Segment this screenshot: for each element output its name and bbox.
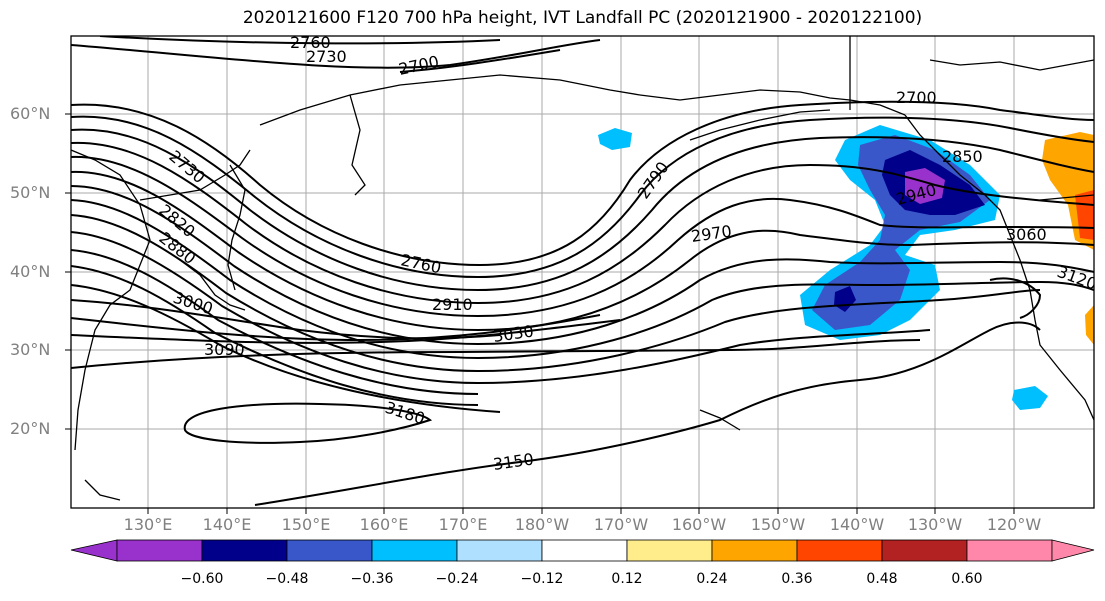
lon-label: 170°W [593, 515, 649, 534]
colorbar-tick-label: 0.48 [866, 571, 898, 587]
coastlines [71, 36, 1094, 501]
lat-label: 40°N [10, 262, 51, 281]
contour-label: 2700 [896, 88, 937, 107]
colorbar-segment [286, 539, 373, 562]
colorbar-extend-low [70, 539, 118, 562]
contour-label: 3120 [1055, 262, 1100, 294]
colorbar-segment [626, 539, 713, 562]
contour-label: 2730 [306, 47, 347, 66]
colorbar-segment [116, 539, 203, 562]
lon-label: 160°W [671, 515, 727, 534]
colorbar-tick-label: −0.24 [435, 571, 479, 587]
ivt-blob-bering [598, 128, 632, 150]
ivt-negative-strong [905, 168, 945, 204]
colorbar-tick-label: 0.36 [781, 571, 813, 587]
map-title: 2020121600 F120 700 hPa height, IVT Land… [242, 8, 923, 28]
colorbar-segment [456, 539, 543, 562]
colorbar-segment [711, 539, 798, 562]
contour-label: 2760 [399, 250, 443, 277]
contour-label: 3180 [383, 398, 428, 429]
lon-label: 130°E [123, 515, 173, 534]
colorbar-tick-label: −0.12 [520, 571, 564, 587]
contour-label: 3060 [1006, 225, 1047, 244]
lon-label: 170°E [438, 515, 488, 534]
lon-label: 140°E [202, 515, 252, 534]
colorbar-segment [796, 539, 883, 562]
lon-label: 140°W [829, 515, 885, 534]
lon-label: 120°W [986, 515, 1042, 534]
ivt-blob-pacific-south [1012, 386, 1048, 410]
colorbar-tick-label: 0.60 [951, 571, 983, 587]
ivt-positive-south [1085, 305, 1094, 345]
lon-label: 130°W [907, 515, 963, 534]
lon-label: 150°W [750, 515, 806, 534]
colorbar-segment [881, 539, 968, 562]
contour-label: 2700 [397, 52, 441, 79]
colorbar-extend-high [1051, 539, 1095, 562]
colorbar-segment [371, 539, 458, 562]
colorbar-segment [541, 539, 628, 562]
contour-label: 2880 [156, 228, 200, 268]
lon-label: 150°E [281, 515, 331, 534]
colorbar-tick-label: −0.36 [350, 571, 394, 587]
axis-ticks [65, 113, 1015, 514]
contour-label: 3150 [492, 449, 535, 473]
contour-label: 3090 [204, 340, 245, 359]
lat-label: 60°N [10, 104, 51, 123]
lon-label: 160°E [359, 515, 409, 534]
colorbar-tick-label: −0.48 [265, 571, 309, 587]
colorbar-segment [966, 539, 1053, 562]
contour-label: 2850 [942, 147, 983, 166]
lat-label: 50°N [10, 183, 51, 202]
lat-label: 20°N [10, 419, 51, 438]
map-gridlines [71, 36, 1094, 508]
lon-label: 180°W [514, 515, 570, 534]
colorbar-segment [201, 539, 288, 562]
lat-label: 30°N [10, 340, 51, 359]
contour-label: 2760 [290, 33, 331, 52]
colorbar-tick-label: −0.60 [180, 571, 224, 587]
height-contours [71, 36, 1094, 506]
colorbar-tick-label: 0.12 [611, 571, 643, 587]
contour-label: 2790 [634, 158, 673, 202]
ivt-shading [598, 125, 1094, 410]
colorbar [70, 539, 1095, 562]
colorbar-tick-label: 0.24 [696, 571, 728, 587]
contour-label: 2910 [432, 295, 473, 314]
